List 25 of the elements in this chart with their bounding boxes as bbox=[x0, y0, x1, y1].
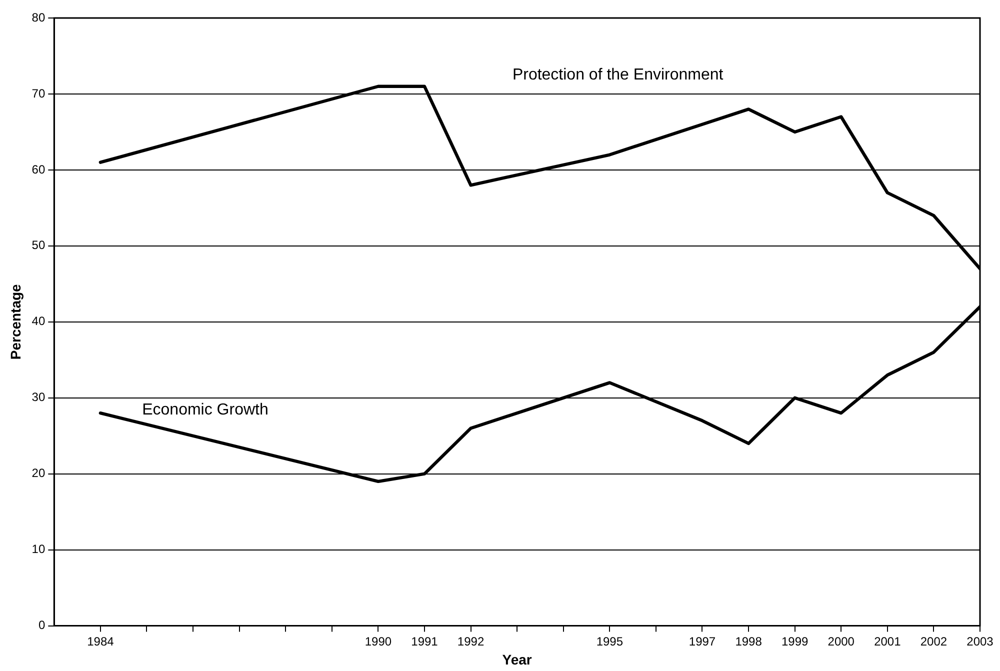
y-tick-label: 70 bbox=[32, 86, 46, 100]
y-axis-title: Percentage bbox=[7, 284, 24, 360]
x-tick-label: 2001 bbox=[874, 634, 902, 648]
x-axis-title: Year bbox=[502, 651, 532, 668]
x-tick-label: 2000 bbox=[828, 634, 855, 648]
x-tick-label: 1997 bbox=[688, 634, 716, 648]
x-tick-label: 2002 bbox=[920, 634, 948, 648]
y-tick-label: 60 bbox=[32, 162, 46, 176]
x-tick-label: 1991 bbox=[411, 634, 438, 648]
x-tick-label: 1992 bbox=[457, 634, 484, 648]
x-tick-label: 2003 bbox=[966, 634, 994, 648]
text: Protection of the Environment bbox=[512, 66, 724, 84]
x-tick-label: 1995 bbox=[596, 634, 624, 648]
y-tick-label: 20 bbox=[32, 466, 46, 480]
y-tick-label: 0 bbox=[38, 618, 46, 632]
y-tick-label: 80 bbox=[32, 10, 46, 24]
y-tick-label: 10 bbox=[32, 542, 46, 556]
x-tick-label: 1984 bbox=[87, 634, 114, 648]
y-tick-label: 30 bbox=[32, 390, 46, 404]
x-tick-label: 1998 bbox=[735, 634, 762, 648]
series-label: Economic Growth bbox=[142, 401, 268, 418]
y-tick-label: 50 bbox=[32, 238, 46, 252]
y-tick-label: 40 bbox=[32, 314, 46, 328]
x-tick-label: 1990 bbox=[364, 634, 392, 648]
x-tick-label: 1999 bbox=[781, 634, 808, 648]
